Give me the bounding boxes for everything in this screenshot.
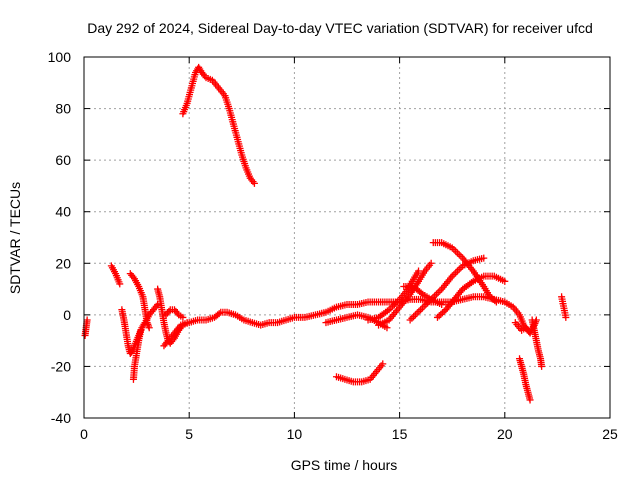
- data-point: [491, 297, 499, 305]
- data-point: [432, 290, 440, 298]
- x-tick-label: 0: [80, 426, 88, 442]
- data-point: [453, 249, 461, 257]
- grid: [84, 57, 610, 418]
- y-tick-label: -20: [51, 358, 71, 374]
- data-point: [410, 313, 418, 321]
- series-arc-left-b: [107, 262, 124, 288]
- data-point: [434, 289, 442, 297]
- data-point: [179, 313, 187, 321]
- data-point: [562, 313, 570, 321]
- data-point: [215, 310, 223, 318]
- x-axis-label: GPS time / hours: [291, 457, 398, 473]
- data-point: [427, 259, 435, 267]
- data-point: [406, 316, 414, 324]
- x-tick-label: 10: [287, 426, 303, 442]
- series-arc-right-d: [528, 316, 546, 370]
- data-point: [433, 313, 441, 321]
- data-point: [501, 277, 509, 285]
- data-point: [440, 307, 448, 315]
- series-arc-main: [160, 293, 534, 350]
- data-point: [116, 280, 124, 288]
- series-arc-mid-low: [332, 360, 387, 386]
- y-tick-label: 20: [55, 255, 71, 271]
- data-point: [383, 324, 391, 332]
- data-point: [453, 267, 461, 275]
- data-point: [408, 314, 416, 322]
- data-point: [452, 269, 460, 277]
- data-point: [450, 270, 458, 278]
- data-point: [418, 304, 426, 312]
- data-point: [417, 306, 425, 314]
- data-point: [417, 289, 425, 297]
- series-arc-right-e: [558, 293, 570, 321]
- data-point: [452, 247, 460, 255]
- y-tick-label: 80: [55, 101, 71, 117]
- series-arc-high: [179, 63, 258, 187]
- data-point: [526, 396, 534, 404]
- data-point: [480, 254, 488, 262]
- x-tick-label: 20: [497, 426, 513, 442]
- y-axis-label: SDTVAR / TECUs: [7, 182, 23, 294]
- series-arc-left-g: [162, 306, 187, 321]
- data-point: [413, 309, 421, 317]
- axis-ticks: 0 5 10 15 20 25 -40 -20 0 20 40 60 80 100: [48, 49, 618, 442]
- data-point: [492, 298, 500, 306]
- data-point: [439, 309, 447, 317]
- data-point: [183, 319, 191, 327]
- data-point: [415, 267, 423, 275]
- y-tick-label: 40: [55, 204, 71, 220]
- series-arc-left-f: [154, 285, 191, 347]
- y-tick-label: -40: [51, 410, 71, 426]
- series-arc-right-a: [400, 282, 446, 309]
- data-point: [538, 362, 546, 370]
- data-point: [137, 326, 145, 334]
- data-point: [438, 301, 446, 309]
- data-point: [415, 307, 423, 315]
- data-marks: [81, 63, 570, 404]
- y-tick-label: 60: [55, 152, 71, 168]
- data-point: [457, 252, 465, 260]
- series-arc-right-c: [516, 355, 534, 404]
- series-arc-peak: [429, 239, 500, 306]
- data-point: [250, 179, 258, 187]
- data-point: [379, 360, 387, 368]
- data-point: [411, 311, 419, 319]
- data-point: [145, 324, 153, 332]
- data-point: [455, 251, 463, 259]
- x-tick-label: 25: [602, 426, 618, 442]
- data-point: [436, 287, 444, 295]
- y-tick-label: 0: [63, 307, 71, 323]
- chart-title: Day 292 of 2024, Sidereal Day-to-day VTE…: [87, 20, 593, 36]
- series-arc-rise-2: [375, 259, 435, 329]
- series-arc-left-e: [129, 326, 145, 383]
- series-arc-left-a: [81, 316, 91, 339]
- y-tick-label: 100: [48, 49, 72, 65]
- data-point: [83, 316, 91, 324]
- x-tick-label: 15: [392, 426, 408, 442]
- series-arc-left-d: [126, 270, 153, 332]
- plot-frame: [83, 56, 611, 419]
- x-tick-label: 5: [185, 426, 193, 442]
- data-point: [455, 265, 463, 273]
